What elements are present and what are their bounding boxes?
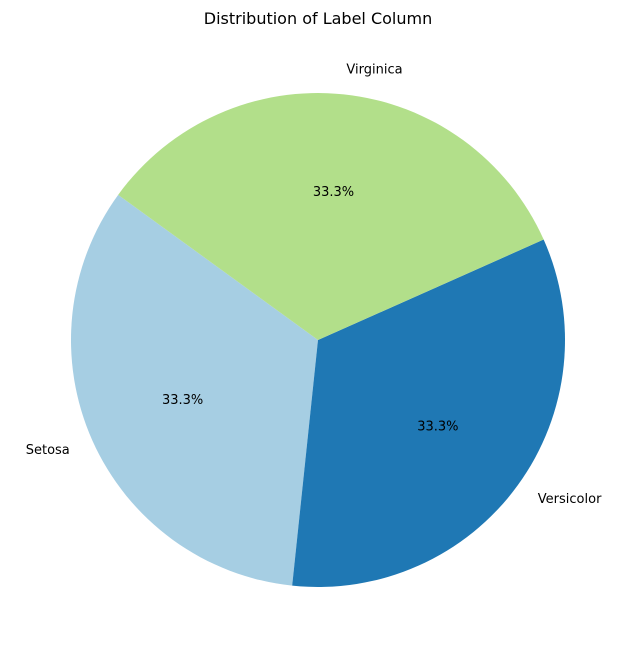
slice-label-setosa: Setosa (26, 443, 70, 458)
pie-labels: Setosa 33.3% Versicolor 33.3% Virginica 33.3% (26, 62, 602, 507)
chart-title: Distribution of Label Column (204, 9, 432, 28)
pie-slice-versicolor (292, 239, 565, 587)
slice-percent-setosa: 33.3% (162, 393, 203, 408)
slice-percent-versicolor: 33.3% (417, 420, 458, 435)
slice-percent-virginica: 33.3% (313, 185, 354, 200)
pie-slices (71, 92, 565, 587)
pie-slice-setosa (71, 194, 319, 586)
slice-label-versicolor: Versicolor (538, 492, 602, 507)
slice-label-virginica: Virginica (346, 62, 402, 77)
pie-slice-virginica (118, 92, 544, 340)
